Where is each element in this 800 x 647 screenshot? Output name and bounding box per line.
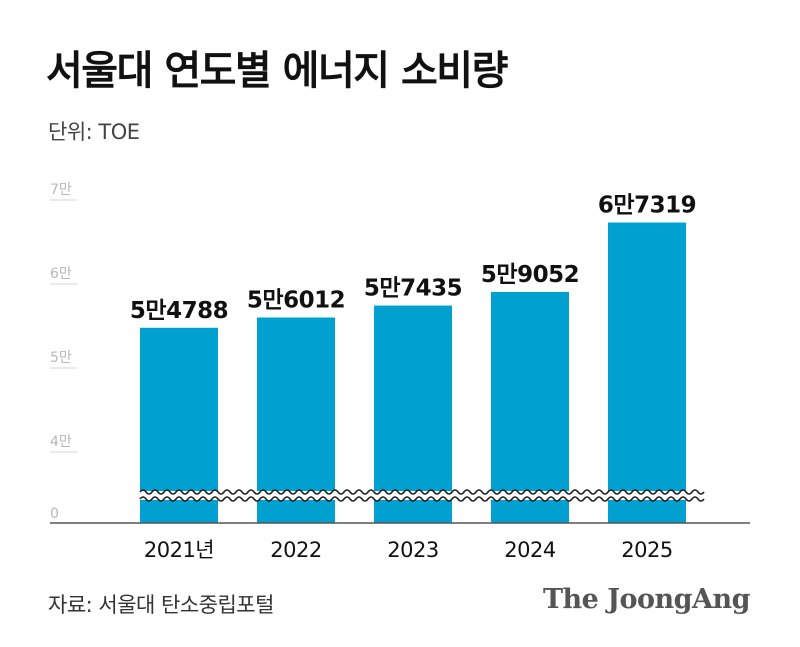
y-tick-label: 0 [50,506,59,522]
chart-title: 서울대 연도별 에너지 소비량 [46,48,508,94]
data-label: 5만4788 [130,298,228,324]
category-label: 2024 [504,538,556,562]
category-label: 2021년 [144,538,214,562]
bars [140,222,686,524]
bar [257,317,335,523]
axis-break-wave [139,489,705,495]
category-label: 2023 [387,538,438,562]
axis-break-band [136,491,706,500]
bar [374,305,452,523]
gridlines [50,199,77,453]
data-label: 5만7435 [364,276,462,302]
data-label: 6만7319 [598,193,696,219]
data-label: 5만9052 [481,262,579,288]
category-label: 2025 [621,538,672,562]
source-note: 자료: 서울대 탄소중립포털 [48,593,274,617]
y-tick-label: 7만 [50,182,72,198]
axis-break [136,489,706,502]
unit-label: 단위: TOE [48,120,140,144]
y-tick-label: 5만 [50,350,72,366]
axis-break-wave [139,496,705,502]
bar [608,222,686,524]
category-label: 2022 [270,538,321,562]
data-labels: 5만4788 5만6012 5만7435 5만9052 6만7319 [130,193,697,324]
y-tick-label: 4만 [50,434,72,450]
data-label: 5만6012 [247,287,345,313]
bar [491,291,569,523]
x-tick-labels: 2021년 2022 2023 2024 2025 [144,538,673,562]
brand-logo: The JoongAng [542,584,751,615]
y-tick-label: 6만 [50,266,72,282]
y-tick-labels: 0 4만 5만 6만 7만 [50,182,72,522]
